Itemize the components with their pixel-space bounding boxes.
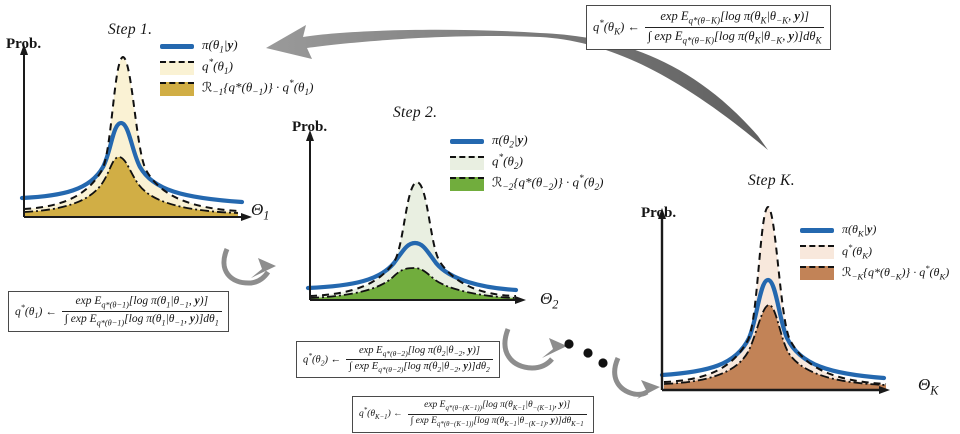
dashed-cream-swatch xyxy=(160,60,194,75)
stepk-qstar-curve xyxy=(663,205,887,385)
flow-arrow-step2-dots xyxy=(502,328,567,371)
formula-box-step2: q*(θ2) ← exp Eq*(θ−2)[log π(θ2|θ−2, y)] … xyxy=(296,341,500,378)
dashed-lightpink-swatch xyxy=(800,244,834,259)
formula-denominator: ∫ exp Eq*(θ−(K−1))[log π(θK−1|θ−(K−1), y… xyxy=(410,415,584,428)
step2-x-axis-arrowhead xyxy=(515,296,526,304)
step1-x-axis-arrowhead xyxy=(241,213,252,221)
formula-lhs: q*(θ2) ← xyxy=(303,351,342,368)
step1-r-product-fill xyxy=(24,157,238,216)
formula-box-stepk: q*(θK) ← exp Eq*(θ−K)[log π(θK|θ−K, y)] … xyxy=(586,5,832,51)
stepk-title: Step K. xyxy=(748,172,795,189)
step2-xlabel: Θ2 xyxy=(540,289,559,312)
blue-line-swatch xyxy=(800,228,834,233)
formula-fraction: exp Eq*(θ−(K−1))[log π(θK−1|θ−(K−1), y)]… xyxy=(407,399,587,430)
legend-item: π(θ2|y) xyxy=(450,131,603,152)
stepk-xlabel: ΘK xyxy=(918,375,939,398)
stepk-y-axis-arrowhead xyxy=(658,208,666,219)
formula-denominator: ∫ exp Eq*(θ−2)[log π(θ2|θ−2, y)]dθ2 xyxy=(349,360,490,375)
formula-lhs: q*(θ1) ← xyxy=(15,303,57,321)
step1-legend: π(θ1|y) q*(θ1) ℛ−1{q*(θ−1)} · q*(θ1) xyxy=(160,36,313,99)
legend-item: q*(θK) xyxy=(800,241,949,262)
blue-line-swatch xyxy=(450,139,484,144)
formula-box-step1: q*(θ1) ← exp Eq*(θ−1)[log π(θ1|θ−1, y)] … xyxy=(8,291,229,333)
dashdot-green-swatch xyxy=(450,176,484,191)
plot-step2 xyxy=(305,130,526,304)
stepk-legend: π(θK|y) q*(θK) ℛ−K{q*(θ−K)} · q*(θK) xyxy=(800,220,949,283)
step1-qstar-curve xyxy=(23,55,239,212)
legend-item: π(θK|y) xyxy=(800,220,949,241)
step2-title: Step 2. xyxy=(393,104,438,121)
plot-stepk xyxy=(658,205,890,394)
stepk-r-product-fill xyxy=(664,305,886,389)
formula-lhs: q*(θK−1) ← xyxy=(359,407,403,422)
dashdot-brown-swatch xyxy=(800,265,834,280)
legend-item: q*(θ1) xyxy=(160,57,313,78)
step2-qstar-fill xyxy=(310,182,516,299)
step2-y-axis-arrowhead xyxy=(306,130,314,141)
formula-lhs: q*(θK) ← xyxy=(593,18,640,38)
formula-fraction: exp Eq*(θ−2)[log π(θ2|θ−2, y)] ∫ exp Eq*… xyxy=(346,344,493,375)
step1-title: Step 1. xyxy=(108,21,153,38)
legend-item: ℛ−1{q*(θ−1)} · q*(θ1) xyxy=(160,78,313,99)
legend-item: ℛ−K{q*(θ−K)} · q*(θK) xyxy=(800,262,949,283)
flow-arrow-dots-stepk xyxy=(612,356,660,399)
step2-ylabel: Prob. xyxy=(292,119,328,135)
legend-item: ℛ−2{q*(θ−2)} · q*(θ2) xyxy=(450,173,603,194)
step1-xlabel: Θ1 xyxy=(251,200,270,223)
cycle-arrow xyxy=(266,25,768,150)
step1-y-axis-arrowhead xyxy=(20,44,28,55)
step2-pi-curve xyxy=(305,240,519,293)
legend-item: q*(θ2) xyxy=(450,152,603,173)
blue-line-swatch xyxy=(160,44,194,49)
formula-box-stepk-minus-1: q*(θK−1) ← exp Eq*(θ−(K−1))[log π(θK−1|θ… xyxy=(352,396,594,433)
ellipsis-dots xyxy=(564,339,608,368)
step2-r-product-curve xyxy=(309,267,517,299)
step2-legend: π(θ2|y) q*(θ2) ℛ−2{q*(θ−2)} · q*(θ2) xyxy=(450,131,603,194)
formula-numerator: exp Eq*(θ−1)[log π(θ1|θ−1, y)] xyxy=(61,294,222,313)
formula-numerator: exp Eq*(θ−K)[log π(θK|θ−K, y)] xyxy=(644,8,825,29)
stepk-ylabel: Prob. xyxy=(641,205,677,221)
plot-step1 xyxy=(19,44,252,221)
formula-numerator: exp Eq*(θ−2)[log π(θ2|θ−2, y)] xyxy=(346,344,493,360)
formula-numerator: exp Eq*(θ−(K−1))[log π(θK−1|θ−(K−1), y)] xyxy=(407,399,587,415)
legend-item: π(θ1|y) xyxy=(160,36,313,57)
formula-fraction: exp Eq*(θ−K)[log π(θK|θ−K, y)] ∫ exp Eq*… xyxy=(644,8,825,47)
flow-arrow-step1-step2 xyxy=(221,248,276,286)
dashdot-gold-swatch xyxy=(160,81,194,96)
formula-denominator: ∫ exp Eq*(θ−1)[log π(θ1|θ−1, y)]dθ1 xyxy=(64,313,219,328)
step1-pi-curve xyxy=(19,120,245,205)
step2-r-product-fill xyxy=(310,268,516,299)
dashed-lightgreen-swatch xyxy=(450,155,484,170)
formula-fraction: exp Eq*(θ−1)[log π(θ1|θ−1, y)] ∫ exp Eq*… xyxy=(61,294,222,329)
stepk-x-axis-arrowhead xyxy=(879,386,890,394)
step1-ylabel: Prob. xyxy=(6,36,42,52)
formula-denominator: ∫ exp Eq*(θ−K)[log π(θK|θ−K, y)]dθK xyxy=(647,29,822,46)
